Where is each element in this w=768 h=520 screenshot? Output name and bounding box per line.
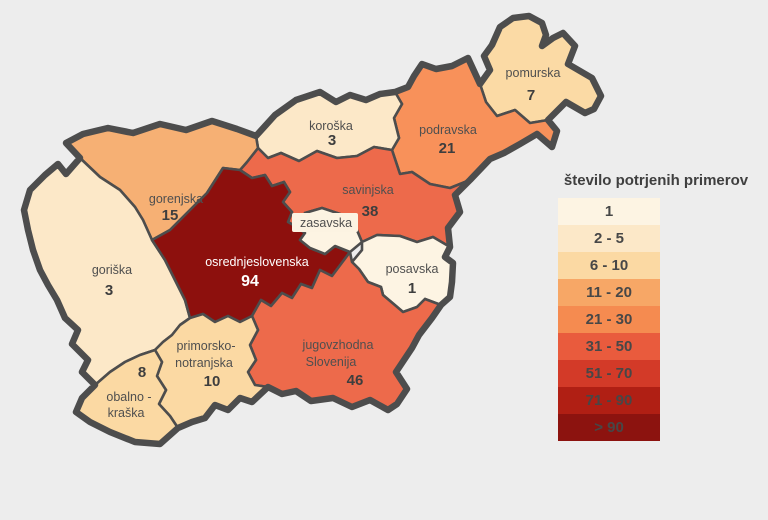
legend: 1 2 - 5 6 - 10 11 - 20 21 - 30 31 - 50 5… [558, 198, 660, 441]
region-label-zasavska: zasavska [300, 216, 352, 230]
region-value-pomurska: 7 [527, 87, 535, 104]
legend-item: 1 [558, 198, 660, 225]
region-label-podravska: podravska [419, 123, 477, 137]
legend-item: 11 - 20 [558, 279, 660, 306]
region-label-pomurska: pomurska [506, 66, 561, 80]
region-label-koroska: koroška [309, 119, 353, 133]
legend-item: 51 - 70 [558, 360, 660, 387]
region-value-jugovzhodna-slovenija: 46 [347, 372, 364, 389]
region-label-jugovzhodna-line2: Slovenija [306, 355, 357, 369]
legend-item-label: 51 - 70 [585, 365, 633, 382]
region-label-posavska: posavska [386, 262, 439, 276]
legend-item-label: > 90 [594, 419, 624, 436]
region-label-primorsko-line2: notranjska [175, 356, 233, 370]
region-label-savinjska: savinjska [342, 183, 393, 197]
legend-item: 2 - 5 [558, 225, 660, 252]
region-label-primorsko-line1: primorsko- [176, 339, 235, 353]
legend-title: število potrjenih primerov [563, 172, 749, 189]
region-value-goriska: 3 [105, 282, 113, 299]
region-value-gorenjska: 15 [162, 207, 179, 224]
region-label-obalno-line2: kraška [108, 406, 145, 420]
region-label-jugovzhodna-line1: jugovzhodna [302, 338, 374, 352]
legend-item-label: 21 - 30 [585, 311, 633, 328]
region-value-savinjska: 38 [362, 203, 379, 220]
legend-item: 6 - 10 [558, 252, 660, 279]
region-value-koroska: 3 [328, 132, 336, 149]
legend-item-label: 71 - 90 [585, 392, 633, 409]
legend-item-label: 1 [604, 203, 614, 220]
region-value-primorsko-notranjska: 10 [204, 373, 221, 390]
country-outline [20, 12, 605, 448]
region-value-podravska: 21 [439, 140, 456, 157]
region-value-osrednjeslovenska: 94 [241, 273, 259, 290]
legend-item-label: 31 - 50 [585, 338, 633, 355]
region-label-osrednjeslovenska: osrednjeslovenska [205, 255, 309, 269]
legend-item-label: 11 - 20 [586, 284, 632, 301]
region-label-goriska: goriška [92, 263, 132, 277]
region-value-posavska: 1 [408, 280, 416, 297]
legend-item: 31 - 50 [558, 333, 660, 360]
legend-item: 71 - 90 [558, 387, 660, 414]
legend-item: > 90 [558, 414, 660, 441]
legend-item-label: 2 - 5 [593, 230, 624, 247]
zasavska-label-plate [292, 213, 358, 232]
legend-item: 21 - 30 [558, 306, 660, 333]
region-value-obalno-kraska: 8 [138, 364, 146, 381]
legend-item-label: 6 - 10 [589, 257, 629, 274]
region-label-obalno-line1: obalno - [106, 390, 151, 404]
region-label-gorenjska: gorenjska [149, 192, 203, 206]
